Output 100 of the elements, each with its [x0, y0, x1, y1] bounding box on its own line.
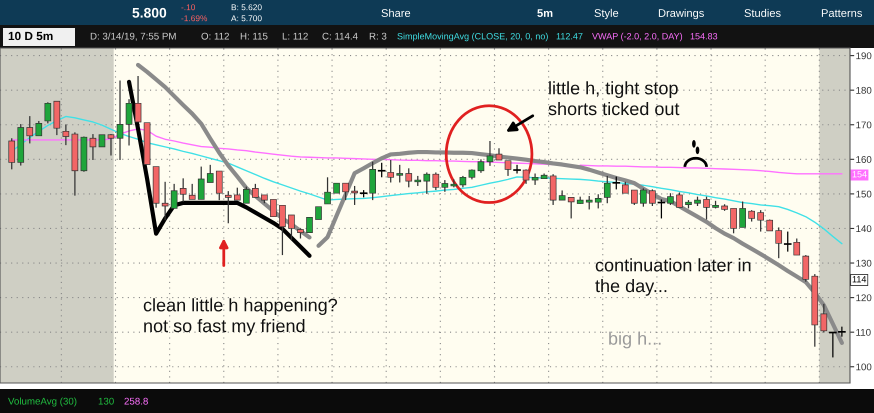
- text: B: 5.620: [232, 4, 262, 10]
- candlestick: [640, 188, 647, 208]
- annotation: clean little h happening? not so fast my friend: [144, 298, 338, 336]
- candlestick: [793, 238, 800, 256]
- candlestick: [324, 176, 331, 205]
- candlestick: [460, 175, 466, 188]
- candlestick: [703, 196, 710, 220]
- candlestick: [594, 194, 602, 210]
- candlestick: [432, 172, 440, 191]
- y-tick-label: 160: [856, 156, 872, 163]
- candlestick: [784, 230, 792, 252]
- candlestick: [306, 217, 313, 233]
- text: VolumeAvg (30): [8, 397, 76, 407]
- candlestick: [134, 75, 142, 123]
- candlestick: [243, 186, 250, 204]
- candlestick: [297, 228, 304, 240]
- candlestick: [224, 190, 232, 224]
- candlestick: [216, 170, 223, 201]
- candlestick: [676, 192, 683, 208]
- candlestick: [26, 115, 34, 144]
- candlestick: [649, 188, 656, 207]
- candlestick: [378, 162, 386, 178]
- text: Studies: [744, 8, 781, 17]
- candlestick: [62, 124, 70, 146]
- candlestick: [604, 175, 611, 204]
- candlestick: [586, 195, 593, 210]
- candlestick: [180, 178, 186, 202]
- candlestick: [206, 164, 214, 184]
- candlestick: [775, 226, 782, 259]
- text: A: 5.700: [231, 15, 262, 22]
- candlestick: [802, 254, 810, 282]
- text: Share: [382, 8, 410, 17]
- y-tick-label: 100: [856, 363, 872, 370]
- candlestick: [126, 98, 132, 146]
- candlestick: [532, 172, 538, 186]
- chart-title: 10 D 5m: [8, 32, 53, 40]
- text: C: 114.4: [322, 32, 358, 40]
- y-tick-label: 110: [856, 328, 871, 336]
- candlestick: [631, 189, 638, 206]
- candlestick: [405, 168, 412, 188]
- candlestick: [387, 159, 394, 184]
- candlestick: [333, 182, 340, 194]
- candlestick: [658, 198, 666, 220]
- text: 5m: [537, 9, 552, 17]
- candlestick: [90, 133, 96, 161]
- candlestick: [35, 120, 42, 136]
- candlestick: [730, 208, 737, 234]
- candlestick: [315, 206, 322, 220]
- annotation: little h, tight stop shorts ticked out: [548, 81, 680, 116]
- y-tick-label: 150: [856, 190, 872, 198]
- candlestick: [496, 148, 502, 161]
- text: 114: [852, 276, 866, 282]
- y-tick-label: 120: [856, 294, 872, 302]
- y-tick-label: 180: [856, 86, 872, 94]
- text: D: 3/14/19, 7:55 PM: [90, 32, 176, 41]
- text: 258.8: [124, 398, 148, 405]
- candlestick: [442, 179, 448, 192]
- candlestick: [170, 183, 178, 210]
- y-tick-label: 190: [856, 52, 872, 60]
- text: -.10: [181, 4, 196, 10]
- candlestick: [396, 164, 404, 184]
- candlestick: [748, 210, 755, 222]
- text: O: 112: [201, 32, 229, 40]
- candlestick: [44, 102, 52, 124]
- candlestick: [423, 172, 430, 195]
- candlestick: [739, 200, 746, 228]
- candlestick: [478, 158, 484, 174]
- candlestick: [504, 160, 512, 177]
- y-tick-label: 140: [856, 225, 872, 232]
- candlestick: [270, 198, 277, 218]
- text: VWAP (-2.0, 2.0, DAY): [592, 32, 682, 42]
- candlestick: [414, 175, 422, 187]
- y-tick-label: 170: [856, 121, 872, 128]
- text: Style: [594, 8, 618, 20]
- candlestick: [558, 190, 566, 201]
- text: 5.800: [132, 8, 166, 18]
- y-tick-label: 130: [856, 260, 872, 267]
- candlestick: [694, 196, 701, 207]
- candlestick: [98, 134, 106, 148]
- candlestick: [116, 80, 124, 161]
- text: 154: [852, 171, 867, 178]
- candlestick: [252, 183, 259, 198]
- text: R: 3: [370, 32, 386, 40]
- candlestick: [820, 303, 828, 334]
- candlestick: [234, 187, 241, 201]
- candlestick: [162, 181, 168, 221]
- candlestick: [667, 192, 674, 206]
- candlestick: [288, 214, 295, 240]
- candlestick: [522, 168, 530, 184]
- text: L: 112: [282, 32, 308, 40]
- annotation: big h...: [609, 332, 661, 348]
- text: SimpleMovingAvg (CLOSE, 20, 0, no): [397, 32, 548, 42]
- candlestick: [188, 183, 196, 200]
- text: 154.83: [690, 33, 718, 40]
- candlestick: [369, 161, 376, 201]
- candlestick: [757, 210, 764, 232]
- candlestick: [279, 204, 286, 256]
- text: H: 115: [240, 32, 268, 40]
- candlestick: [622, 181, 629, 194]
- candlestick: [486, 140, 494, 167]
